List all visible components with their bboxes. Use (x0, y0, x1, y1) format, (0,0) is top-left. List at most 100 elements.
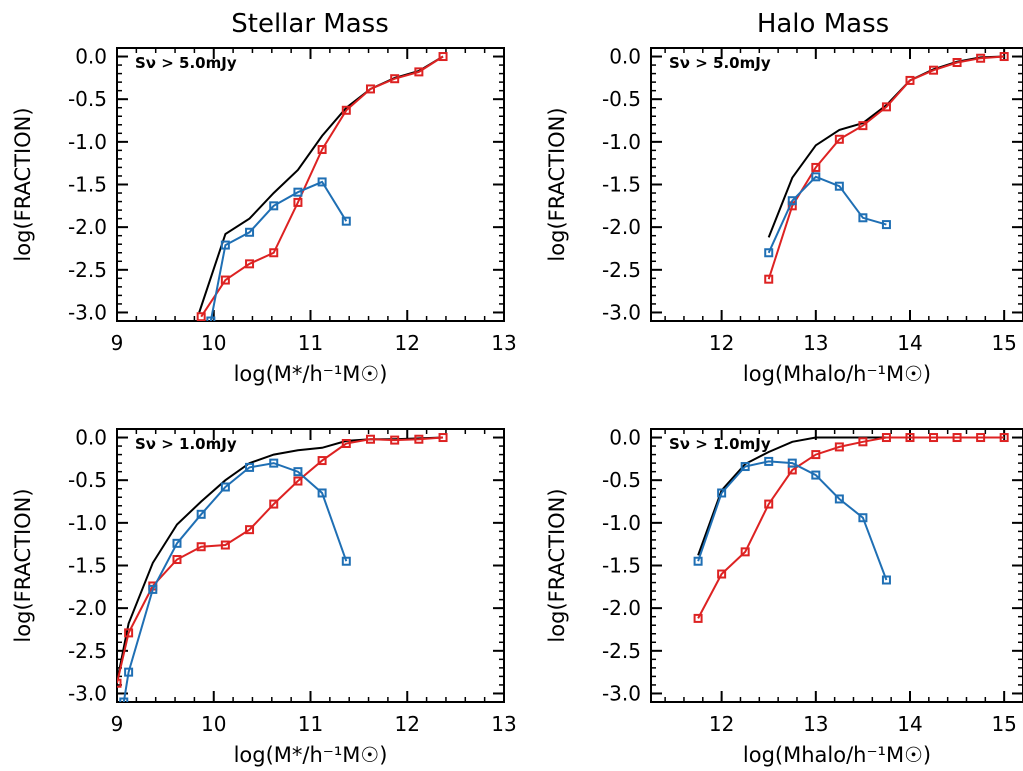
y-tick-label: -0.5 (68, 87, 107, 111)
data-point (269, 499, 279, 509)
y-tick-label: -2.0 (68, 215, 107, 239)
data-point (124, 628, 134, 638)
y-tick-label: -1.5 (68, 173, 107, 197)
data-point (117, 678, 122, 688)
y-axis-label: log(FRACTION) (11, 107, 35, 261)
flux-threshold-label: Sν > 5.0mJy (135, 54, 237, 72)
data-point (196, 542, 206, 552)
y-tick-label: -0.5 (602, 87, 641, 111)
data-point (220, 240, 230, 250)
data-point (293, 187, 303, 197)
x-tick-label: 11 (298, 331, 323, 355)
series-line (697, 436, 1005, 556)
x-tick-label: 14 (897, 331, 922, 355)
x-axis-label: log(M*/h⁻¹M☉) (234, 362, 388, 386)
data-point (220, 275, 230, 285)
y-tick-label: -2.5 (68, 258, 107, 282)
column-title-stellar-mass: Stellar Mass (231, 9, 389, 39)
data-point (438, 433, 448, 443)
x-tick-label: 10 (201, 331, 226, 355)
data-point (740, 547, 750, 557)
x-tick-label: 12 (709, 331, 734, 355)
data-point (834, 181, 844, 191)
data-point (952, 433, 962, 443)
data-point (905, 433, 915, 443)
data-point (787, 196, 797, 206)
data-point (811, 162, 821, 172)
x-tick-label: 14 (897, 712, 922, 736)
data-point (693, 613, 703, 623)
series-group (693, 433, 1009, 623)
y-tick-label: -3.0 (68, 300, 107, 324)
x-tick-label: 12 (395, 331, 420, 355)
panel-halo-mass-5mjy: 12 13 14 15 0.0 -0.5 -1.0 -1.5 -2.0 -2.5 -3.0 log(F… (545, 45, 1023, 386)
y-tick-label: -1.5 (602, 173, 641, 197)
data-point (293, 197, 303, 207)
data-point (317, 177, 327, 187)
x-tick-label: 13 (803, 712, 828, 736)
panel-stellar-mass-5mjy: 9 10 11 12 13 0.0 -0.5 -1.0 -1.5 -2.0 -2.5 -3.0 log(… (11, 45, 517, 386)
panel-halo-mass-1mjy: 12 13 14 15 0.0 -0.5 -1.0 -1.5 -2.0 -2.5 -3.0 log(F… (545, 426, 1023, 767)
data-point (220, 482, 230, 492)
data-point (881, 220, 891, 230)
y-tick-label: -2.0 (68, 596, 107, 620)
x-tick-label: 13 (491, 712, 516, 736)
y-tick-label: -1.0 (602, 511, 641, 535)
data-point (858, 437, 868, 447)
series-line (200, 55, 444, 318)
data-point (881, 575, 891, 585)
column-title-halo-mass: Halo Mass (757, 9, 889, 39)
data-point (341, 105, 351, 115)
x-tick-label: 10 (201, 712, 226, 736)
series-line (767, 175, 887, 254)
data-point (390, 74, 400, 84)
data-point (999, 433, 1009, 443)
y-tick-label: 0.0 (75, 45, 107, 69)
x-tick-label: 15 (991, 712, 1016, 736)
data-point (365, 434, 375, 444)
data-point (245, 259, 255, 269)
data-point (293, 467, 303, 477)
data-point (245, 525, 255, 535)
y-tick-label: -1.0 (68, 511, 107, 535)
data-point (764, 499, 774, 509)
series-line (767, 55, 1005, 280)
data-point (438, 52, 448, 62)
y-tick-label: -3.0 (68, 681, 107, 705)
plot-frame (116, 47, 505, 322)
data-point (693, 556, 703, 566)
data-point (976, 53, 986, 63)
data-point (414, 434, 424, 444)
data-point (764, 248, 774, 258)
y-tick-label: -2.5 (602, 258, 641, 282)
series-line (697, 460, 888, 581)
data-point (196, 312, 206, 321)
y-tick-label: -0.5 (68, 468, 107, 492)
x-tick-label: 15 (991, 331, 1016, 355)
data-point (196, 509, 206, 519)
data-point (999, 52, 1009, 62)
data-point (365, 84, 375, 94)
y-axis-label: log(FRACTION) (545, 488, 569, 642)
series-line (117, 436, 444, 684)
data-point (717, 569, 727, 579)
y-tick-label: -1.0 (68, 130, 107, 154)
data-point (834, 442, 844, 452)
y-tick-label: -3.0 (602, 300, 641, 324)
data-point (952, 58, 962, 68)
x-tick-label: 9 (111, 331, 124, 355)
data-point (834, 134, 844, 144)
data-point (119, 697, 129, 702)
y-tick-label: -2.0 (602, 215, 641, 239)
y-tick-label: -2.5 (68, 639, 107, 663)
data-point (764, 274, 774, 284)
series-line (122, 462, 348, 702)
flux-threshold-label: Sν > 1.0mJy (135, 435, 237, 453)
series-group (117, 433, 448, 702)
series-group (764, 52, 1009, 284)
data-point (341, 439, 351, 449)
data-point (811, 470, 821, 480)
data-point (341, 556, 351, 566)
data-point (858, 513, 868, 523)
